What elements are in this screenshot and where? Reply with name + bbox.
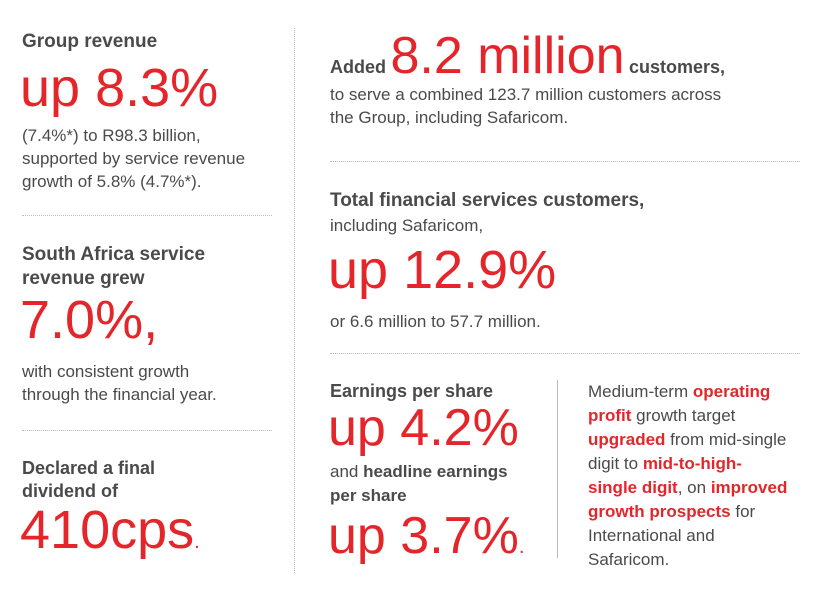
customers-detail: to serve a combined 123.7 million custom… [330, 85, 722, 127]
guidance-text: Medium-term operating profit growth targ… [588, 382, 788, 569]
divider [330, 161, 800, 162]
south-africa-detail: with consistent growth through the finan… [22, 362, 217, 404]
guidance-divider [557, 380, 558, 558]
south-africa-figure: 7.0%, [20, 290, 159, 350]
divider [22, 215, 272, 216]
financial-figure: up 12.9% [328, 240, 557, 300]
divider [22, 430, 272, 431]
eps-heading: Earnings per share [330, 381, 494, 401]
divider [330, 353, 800, 354]
dividend-dot: . [194, 531, 200, 553]
customers-figure: 8.2 million [390, 27, 625, 85]
column-divider [294, 28, 295, 573]
headline-eps-figure-wrap: up 3.7%. [328, 508, 524, 564]
customers-prefix: Added [330, 57, 386, 77]
headline-eps-figure: up 3.7% [328, 507, 519, 565]
dividend-figure: 410cps [20, 500, 195, 560]
customers-line: Added 8.2 million customers, [330, 28, 725, 84]
group-revenue-figure: up 8.3% [20, 58, 219, 118]
dividend-figure-wrap: 410cps. [20, 500, 200, 560]
south-africa-heading: South Africa service revenue grew [22, 244, 206, 289]
eps-figure: up 4.2% [328, 399, 519, 457]
group-revenue-detail: (7.4%*) to R98.3 billion, supported by s… [22, 126, 246, 191]
financial-detail: or 6.6 million to 57.7 million. [330, 312, 541, 331]
headline-eps-dot: . [518, 536, 525, 558]
financial-sub: including Safaricom, [330, 216, 484, 235]
headline-eps-text: and headline earnings per share [330, 462, 508, 505]
group-revenue-heading: Group revenue [22, 31, 158, 52]
customers-suffix: customers, [629, 57, 726, 77]
dividend-heading: Declared a final dividend of [22, 458, 156, 501]
financial-heading: Total financial services customers, [330, 190, 645, 211]
